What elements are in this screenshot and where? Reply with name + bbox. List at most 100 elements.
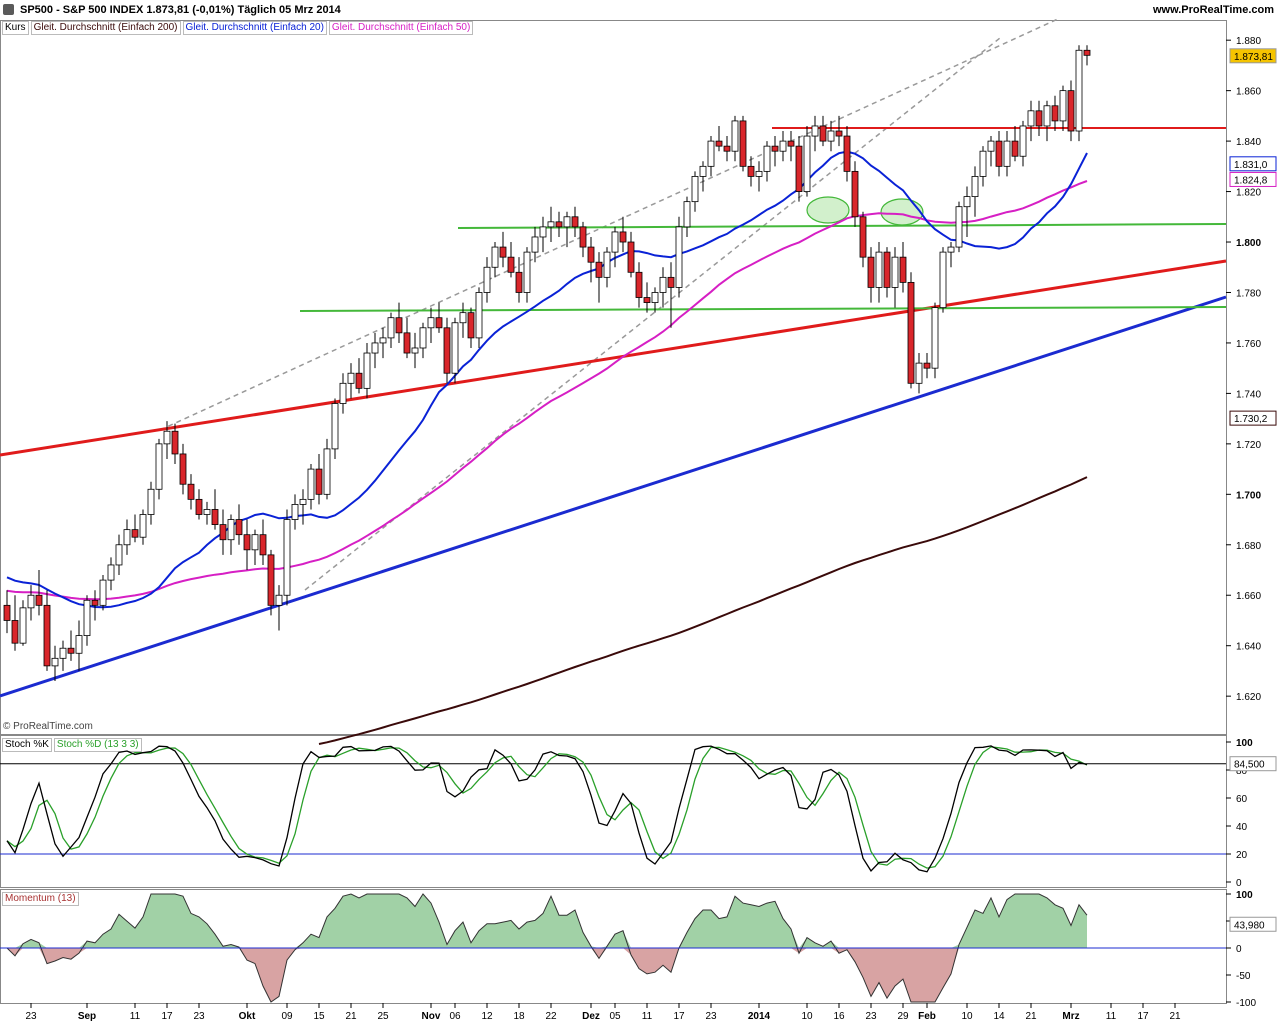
candle-body: [1035, 110, 1043, 127]
candle-body: [467, 312, 475, 339]
legend-momentum[interactable]: Momentum (13): [2, 892, 79, 906]
candle-body: [259, 534, 267, 556]
instrument-icon[interactable]: [3, 4, 14, 15]
candle-body: [35, 594, 43, 606]
candle-body: [59, 647, 67, 659]
upper-channel-dashed-line: [159, 17, 1061, 431]
momentum-value-box: [1229, 916, 1277, 932]
candle-body: [27, 594, 35, 609]
candle-body: [491, 246, 499, 268]
stoch-d-line: [6, 746, 1088, 869]
candle-body: [203, 509, 211, 515]
candle-body: [155, 443, 163, 490]
candle-body: [1027, 110, 1035, 127]
rising-support-line: [0, 295, 1227, 698]
legend-sma20[interactable]: Gleit. Durchschnitt (Einfach 20): [182, 21, 327, 35]
price-y-tick-label: 1.860: [1236, 87, 1261, 98]
candle-body: [587, 246, 595, 263]
momentum-legend: Momentum (13): [2, 892, 81, 906]
candle-body: [979, 150, 987, 177]
candle-body: [371, 342, 379, 354]
candle-body: [635, 271, 643, 298]
stoch-y-tick-label: 0: [1236, 878, 1242, 889]
candle-body: [483, 266, 491, 293]
candle-body: [67, 647, 75, 654]
stoch-y-tick-label: 20: [1236, 850, 1248, 861]
candle-body: [843, 135, 851, 172]
candle-body: [267, 554, 275, 606]
candle-body: [955, 206, 963, 248]
legend-sma200[interactable]: Gleit. Durchschnitt (Einfach 200): [30, 21, 181, 35]
x-tick-label: Sep: [78, 1011, 96, 1022]
candle-body: [579, 226, 587, 248]
candle-body: [867, 256, 875, 288]
last-price-label-box: [1229, 48, 1277, 64]
candle-body: [611, 231, 619, 253]
candle-body: [555, 221, 563, 228]
momentum-y-tick-label: -50: [1236, 971, 1251, 982]
price-y-tick-label: 1.620: [1236, 692, 1261, 703]
candle-body: [659, 276, 667, 293]
legend-price[interactable]: Kurs: [2, 21, 29, 35]
candle-body: [515, 271, 523, 293]
candle-body: [779, 140, 787, 152]
candle-body: [43, 604, 51, 667]
candle-body: [427, 317, 435, 329]
candle-body: [923, 362, 931, 369]
price-y-tick-label: 1.760: [1236, 339, 1261, 350]
site-name: www.ProRealTime.com: [1152, 4, 1274, 16]
sma200-value-label-box: [1229, 410, 1277, 426]
legend-sma50[interactable]: Gleit. Durchschnitt (Einfach 50): [328, 21, 474, 35]
candle-body: [819, 125, 827, 142]
candle-body: [907, 281, 915, 384]
highlight-ellipse: [880, 198, 924, 226]
candle-body: [939, 251, 947, 309]
candle-body: [507, 256, 515, 273]
x-tick-label: 10: [961, 1011, 973, 1022]
candle-body: [123, 529, 131, 546]
candle-body: [1019, 125, 1027, 157]
candle-body: [1075, 49, 1083, 132]
candle-body: [1067, 90, 1075, 132]
candle-body: [723, 145, 731, 152]
candle-body: [1003, 140, 1011, 167]
legend-stoch-d[interactable]: Stoch %D (13 3 3): [53, 738, 142, 752]
candle-body: [315, 468, 323, 495]
last-price-label: 1.873,81: [1234, 52, 1273, 63]
x-tick-label: 25: [377, 1011, 389, 1022]
candle-body: [651, 292, 659, 303]
candle-body: [763, 145, 771, 172]
legend-stoch-k[interactable]: Stoch %K: [2, 738, 52, 752]
candle-body: [107, 564, 115, 581]
x-tick-label: 2014: [748, 1011, 771, 1022]
x-tick-label: 17: [673, 1011, 685, 1022]
price-panel-frame: [0, 20, 1227, 735]
rising-resistance-line: [0, 259, 1227, 457]
candle-body: [771, 145, 779, 152]
candle-body: [1051, 105, 1059, 122]
candle-body: [643, 297, 651, 303]
x-tick-label: 29: [897, 1011, 909, 1022]
candle-body: [291, 504, 299, 520]
momentum-y-tick-label: -100: [1236, 998, 1256, 1009]
candle-body: [835, 130, 843, 137]
candle-body: [859, 216, 867, 258]
candle-body: [931, 307, 939, 369]
chart-header: SP500 - S&P 500 INDEX 1.873,81 (-0,01%) …: [0, 0, 1280, 20]
candle-body: [435, 317, 443, 329]
candle-body: [323, 448, 331, 495]
candle-body: [971, 176, 979, 198]
stoch-k-line: [6, 745, 1088, 873]
price-y-tick-label: 1.720: [1236, 440, 1261, 451]
x-tick-label: 05: [609, 1011, 621, 1022]
stoch-legend: Stoch %K Stoch %D (13 3 3): [2, 738, 144, 752]
candle-body: [379, 337, 387, 344]
x-tick-label: 21: [345, 1011, 357, 1022]
candle-body: [163, 430, 171, 445]
sma20-value-label-box: [1229, 156, 1277, 172]
sma50-value-label-box: [1229, 171, 1277, 187]
highlight-ellipse: [806, 196, 850, 224]
x-tick-label: 12: [481, 1011, 493, 1022]
x-tick-label: 21: [1169, 1011, 1181, 1022]
